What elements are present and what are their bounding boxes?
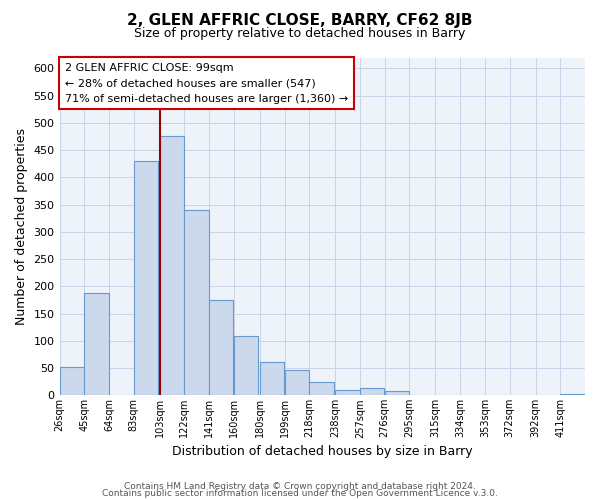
Bar [409,394,434,396]
Bar [209,300,233,396]
Bar [385,391,409,396]
Bar [284,370,309,396]
Text: Contains public sector information licensed under the Open Government Licence v.: Contains public sector information licen… [102,490,498,498]
Text: 2 GLEN AFFRIC CLOSE: 99sqm
← 28% of detached houses are smaller (547)
71% of sem: 2 GLEN AFFRIC CLOSE: 99sqm ← 28% of deta… [65,62,348,104]
Bar [509,394,534,396]
Bar [309,382,334,396]
Bar [360,388,385,396]
Text: Size of property relative to detached houses in Barry: Size of property relative to detached ho… [134,28,466,40]
Bar [184,210,209,396]
Bar [234,336,258,396]
Bar [335,390,359,396]
Y-axis label: Number of detached properties: Number of detached properties [15,128,28,325]
Bar [84,293,109,396]
Bar [134,161,158,396]
Text: Contains HM Land Registry data © Crown copyright and database right 2024.: Contains HM Land Registry data © Crown c… [124,482,476,491]
Bar [560,394,584,396]
X-axis label: Distribution of detached houses by size in Barry: Distribution of detached houses by size … [172,444,473,458]
Text: 2, GLEN AFFRIC CLOSE, BARRY, CF62 8JB: 2, GLEN AFFRIC CLOSE, BARRY, CF62 8JB [127,12,473,28]
Bar [460,394,484,396]
Bar [260,362,284,396]
Bar [436,394,460,396]
Bar [160,136,184,396]
Bar [59,367,84,396]
